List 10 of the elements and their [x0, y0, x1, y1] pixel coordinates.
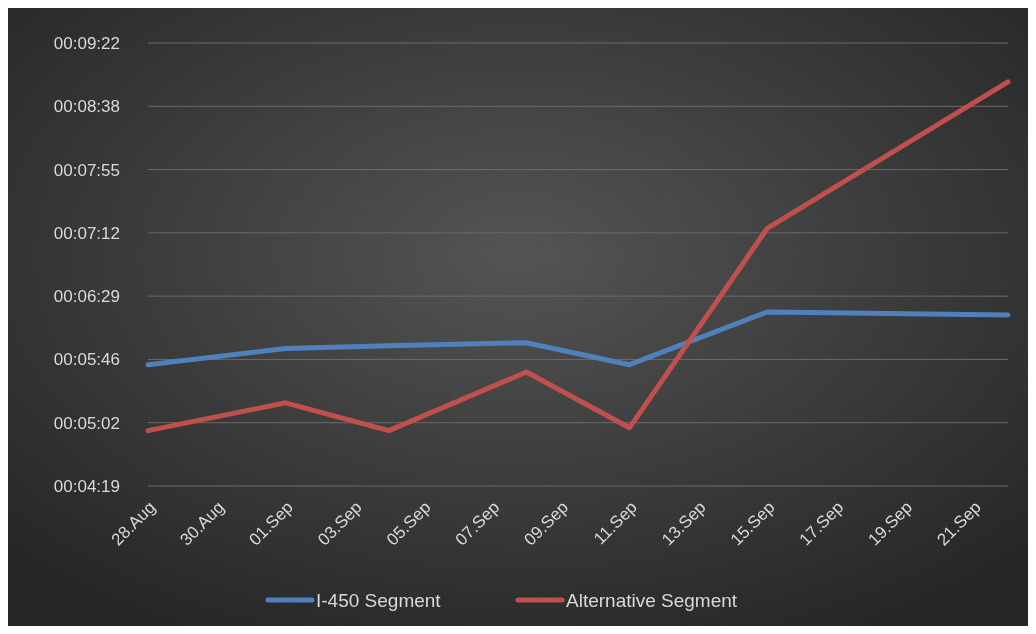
y-tick-label: 00:05:02 — [53, 413, 120, 433]
y-tick-label: 00:06:29 — [53, 287, 120, 307]
legend-label: I-450 Segment — [316, 589, 442, 611]
y-tick-label: 00:04:19 — [53, 476, 120, 496]
y-tick-label: 00:09:22 — [53, 33, 120, 53]
y-tick-label: 00:08:38 — [53, 97, 120, 117]
legend-label: Alternative Segment — [566, 589, 738, 611]
y-tick-label: 00:05:46 — [53, 350, 120, 370]
y-tick-label: 00:07:12 — [53, 223, 120, 243]
y-tick-label: 00:07:55 — [53, 160, 120, 180]
